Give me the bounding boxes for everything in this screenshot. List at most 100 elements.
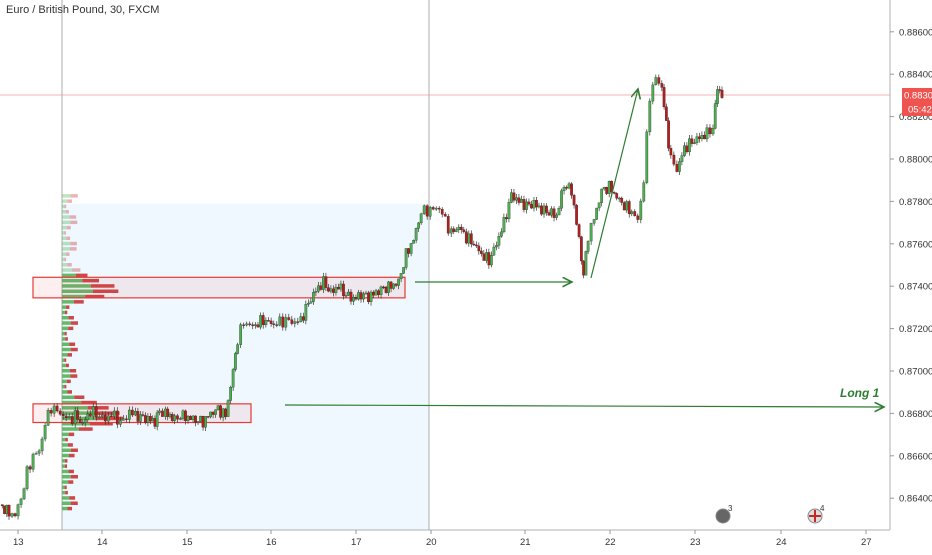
volume-profile-bar — [66, 305, 70, 309]
candle — [164, 408, 167, 417]
candle — [362, 293, 365, 300]
candle — [552, 208, 556, 218]
candle — [55, 405, 59, 412]
candle — [457, 226, 461, 231]
candle — [397, 278, 400, 286]
volume-profile-bar — [64, 257, 67, 262]
candle — [261, 315, 265, 326]
candle — [487, 252, 491, 266]
candle — [703, 134, 706, 140]
candle — [592, 219, 596, 224]
candle — [708, 127, 712, 135]
candle — [329, 288, 333, 292]
candle — [675, 163, 679, 172]
candle — [58, 410, 62, 415]
clock-event-icon[interactable] — [715, 508, 731, 524]
candle — [201, 415, 205, 428]
candle — [251, 324, 255, 326]
candle — [454, 229, 458, 232]
price-tick-label: 0.88000 — [899, 155, 932, 166]
candle — [586, 240, 590, 252]
candle — [572, 195, 576, 206]
candle — [510, 192, 513, 203]
candle — [239, 324, 243, 345]
candle — [713, 103, 717, 129]
volume-profile-bar — [62, 369, 70, 373]
candle — [229, 387, 232, 401]
candle — [642, 182, 646, 202]
candle — [557, 207, 561, 216]
candle — [0, 504, 4, 507]
event-badge: 4 — [820, 504, 825, 513]
candle — [502, 217, 506, 233]
volume-profile-bar — [62, 204, 65, 209]
candle — [367, 292, 370, 302]
volume-profile-bar — [62, 273, 77, 278]
candle — [293, 321, 297, 324]
volume-profile-bar — [62, 215, 70, 219]
candle — [399, 273, 403, 280]
candle — [155, 412, 159, 427]
volume-profile-bar — [62, 263, 68, 267]
candle — [43, 425, 47, 440]
candle — [525, 201, 528, 210]
volume-profile-bar — [81, 400, 97, 405]
volume-profile-bar — [64, 204, 67, 209]
candle — [339, 283, 343, 290]
candle — [517, 197, 521, 203]
volume-profile-bar — [65, 363, 69, 368]
candle — [472, 243, 476, 246]
candle — [474, 244, 478, 247]
candle — [226, 400, 230, 417]
volume-profile-bar — [62, 390, 68, 394]
candle — [31, 454, 35, 470]
candle — [179, 418, 182, 420]
volume-profile-bar — [72, 268, 81, 272]
candle — [317, 285, 320, 292]
candle — [253, 324, 257, 326]
volume-profile-bar — [62, 310, 65, 315]
volume-profile-bar — [62, 284, 91, 288]
volume-profile-bar — [62, 464, 65, 468]
price-tick-label: 0.87000 — [899, 367, 932, 378]
volume-profile-bar — [68, 480, 74, 484]
volume-profile-bar — [62, 353, 68, 357]
volume-profile-bar — [68, 326, 74, 331]
volume-profile-bar — [65, 490, 68, 495]
candle — [630, 211, 634, 215]
candle — [151, 418, 155, 422]
volume-profile-bar — [62, 406, 88, 410]
volume-profile-bar — [62, 268, 73, 272]
candle — [191, 415, 195, 420]
candle — [83, 419, 87, 423]
candle — [88, 413, 92, 417]
volume-profile-bar — [62, 278, 83, 283]
candle — [711, 128, 715, 135]
candle — [103, 414, 107, 422]
volume-profile-bar — [70, 347, 78, 352]
candle — [10, 513, 14, 517]
price-tick-label: 0.86800 — [899, 409, 932, 420]
volume-profile-bar — [62, 236, 67, 240]
volume-profile-bar — [62, 231, 65, 235]
volume-profile-bar — [70, 374, 78, 378]
candle — [25, 466, 29, 489]
candle — [78, 419, 82, 424]
candle — [153, 418, 157, 427]
candle — [324, 276, 328, 288]
price-tick-label: 0.88400 — [899, 70, 932, 81]
volume-profile-bar — [62, 400, 82, 405]
candle — [97, 416, 101, 418]
candle — [651, 84, 655, 102]
volume-profile-bar — [62, 247, 71, 251]
candle — [199, 415, 202, 422]
volume-profile-bar — [67, 199, 73, 203]
volume-profile-bar — [93, 411, 120, 415]
candle — [464, 231, 468, 244]
candle — [219, 405, 222, 418]
volume-profile-bar — [62, 241, 71, 246]
candle — [718, 89, 722, 91]
volume-profile-bar — [62, 358, 65, 362]
